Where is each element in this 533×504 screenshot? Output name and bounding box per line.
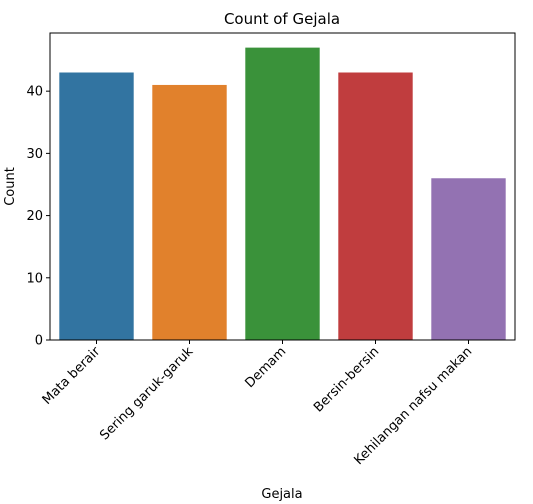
y-tick-label: 10 bbox=[26, 271, 43, 286]
plot-frame bbox=[49, 32, 516, 341]
y-tick-label: 20 bbox=[26, 209, 43, 224]
x-tick-label: Sering garuk-garuk bbox=[97, 344, 196, 443]
y-tick-label: 0 bbox=[35, 334, 43, 349]
x-tick-label: Demam bbox=[242, 344, 289, 391]
bar-0 bbox=[59, 72, 134, 340]
x-tick-label: Bersin-bersin bbox=[311, 344, 382, 415]
y-axis-label: Count bbox=[3, 167, 18, 206]
bar-1 bbox=[152, 84, 227, 340]
bar-4 bbox=[431, 178, 506, 340]
bar-3 bbox=[338, 72, 413, 340]
chart-title: Count of Gejala bbox=[224, 10, 340, 28]
y-tick-label: 40 bbox=[26, 85, 43, 100]
bar-2 bbox=[245, 47, 320, 340]
y-axis-ticks: 0 10 20 30 40 bbox=[26, 85, 50, 349]
bars-group bbox=[59, 47, 506, 340]
y-tick-label: 30 bbox=[26, 147, 43, 162]
x-axis-label: Gejala bbox=[261, 487, 302, 502]
x-tick-label: Mata berair bbox=[40, 344, 104, 408]
